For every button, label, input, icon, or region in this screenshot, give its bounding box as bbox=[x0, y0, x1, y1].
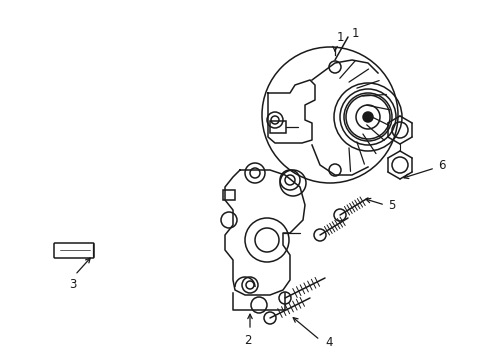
Text: 1: 1 bbox=[351, 27, 359, 40]
Circle shape bbox=[362, 112, 372, 122]
Text: 1: 1 bbox=[336, 31, 343, 44]
Text: 4: 4 bbox=[325, 337, 332, 350]
Text: 5: 5 bbox=[387, 198, 395, 212]
Text: 3: 3 bbox=[69, 279, 77, 292]
Bar bbox=[269, 121, 285, 133]
Bar bbox=[223, 190, 235, 200]
Text: 2: 2 bbox=[244, 333, 251, 346]
Text: 6: 6 bbox=[437, 158, 445, 171]
